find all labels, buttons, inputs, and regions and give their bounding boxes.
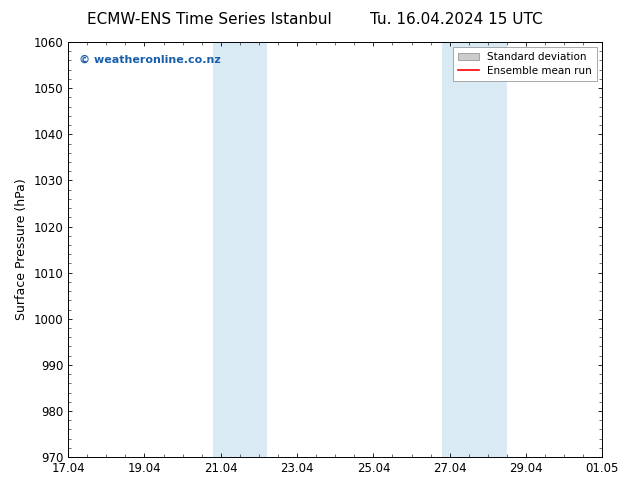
Bar [442, 42, 507, 457]
Bar [213, 42, 266, 457]
Text: ECMW-ENS Time Series Istanbul: ECMW-ENS Time Series Istanbul [87, 12, 332, 27]
Y-axis label: Surface Pressure (hPa): Surface Pressure (hPa) [15, 179, 28, 320]
Text: Tu. 16.04.2024 15 UTC: Tu. 16.04.2024 15 UTC [370, 12, 543, 27]
Text: © weatheronline.co.nz: © weatheronline.co.nz [79, 54, 221, 65]
Legend: Standard deviation, Ensemble mean run: Standard deviation, Ensemble mean run [453, 47, 597, 81]
